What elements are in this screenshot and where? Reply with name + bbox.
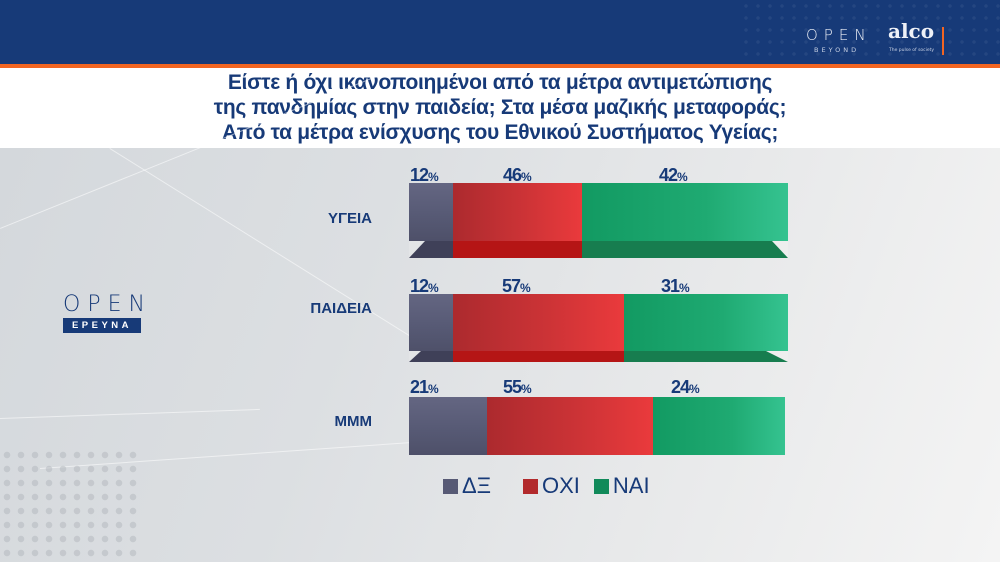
bar-ygeia [409,183,788,241]
alco-tagline: The pulse of society [889,48,935,53]
chart-title: Είστε ή όχι ικανοποιημένοι από τα μέτρα … [0,70,1000,145]
legend-label-oxi: ΟΧΙ [542,473,580,498]
erevna-badge: ΕΡΕΥΝΑ [63,318,141,333]
segment-oxi [453,294,624,352]
bevel-left [409,241,425,258]
open-beyond-logo: OPEN [806,26,872,44]
value-ygeia-nai: 42% [659,166,688,186]
decor-dots [0,448,140,562]
chart-legend: ΔΞ ΟΧΙ ΝΑΙ [443,473,682,499]
value-ygeia-dx: 12% [410,166,439,186]
bevel-right [772,241,788,258]
value-number: 55 [503,377,522,397]
percent-sign: % [521,382,532,396]
value-number: 12 [410,165,429,185]
open-beyond-subtitle: BEYOND [814,46,860,54]
percent-sign: % [521,170,532,184]
title-band [0,68,1000,148]
value-number: 24 [671,377,690,397]
value-paideia-oxi: 57% [502,277,531,297]
row-label-ygeia: ΥΓΕΙΑ [327,210,372,227]
title-line-2: της πανδημίας στην παιδεία; Στα μέσα μαζ… [213,96,787,119]
orange-accent-stripe [0,64,1000,68]
value-mmm-oxi: 55% [503,378,532,398]
percent-sign: % [428,281,439,295]
bar-ygeia-3d-base [409,241,788,258]
bevel-left [409,351,421,362]
segment-dx [409,397,487,455]
bar-paideia-3d-base [409,351,788,362]
value-number: 46 [503,165,522,185]
percent-sign: % [520,281,531,295]
legend-swatch-oxi [523,478,538,494]
bar-mmm [409,397,785,455]
title-line-1: Είστε ή όχι ικανοποιημένοι από τα μέτρα … [227,71,773,94]
percent-sign: % [689,382,700,396]
segment-nai [582,183,788,241]
value-number: 21 [410,377,429,397]
bar-paideia [409,294,788,352]
base-nai [624,351,788,362]
header-bar [0,0,1000,65]
header-dot-pattern [740,0,1000,65]
percent-sign: % [679,281,690,295]
value-number: 31 [661,276,680,296]
value-number: 12 [410,276,429,296]
percent-sign: % [428,382,439,396]
open-logo: OPEN [63,292,152,317]
bevel-right [766,351,788,362]
alco-logo: alco [888,19,935,43]
segment-dx [409,183,453,241]
value-number: 57 [502,276,521,296]
segment-oxi [453,183,582,241]
legend-label-nai: ΝΑΙ [612,473,650,498]
segment-nai [624,294,788,352]
value-ygeia-oxi: 46% [503,166,532,186]
base-oxi [453,241,582,258]
legend-swatch-nai [593,478,609,494]
legend-item-oxi: ΟΧΙ [523,473,594,499]
base-nai [582,241,788,258]
value-mmm-dx: 21% [410,378,439,398]
title-line-3: Από τα μέτρα ενίσχυσης του Εθνικού Συστή… [221,121,779,144]
percent-sign: % [677,170,688,184]
value-paideia-nai: 31% [661,277,690,297]
row-label-mmm: ΜΜΜ [334,413,373,430]
base-dx [409,351,453,362]
base-oxi [453,351,624,362]
value-paideia-dx: 12% [410,277,439,297]
legend-item-nai: ΝΑΙ [593,473,682,499]
segment-dx [409,294,453,352]
legend-label-dx: ΔΞ [462,473,491,498]
row-label-paideia: ΠΑΙΔΕΙΑ [310,300,372,317]
percent-sign: % [428,170,439,184]
segment-oxi [487,397,653,455]
legend-item-dx: ΔΞ [443,473,523,499]
legend-swatch-dx [443,478,458,494]
segment-nai [653,397,785,455]
value-number: 42 [659,165,678,185]
logo-separator [942,27,944,55]
decor-line [0,408,260,419]
value-mmm-nai: 24% [671,378,700,398]
